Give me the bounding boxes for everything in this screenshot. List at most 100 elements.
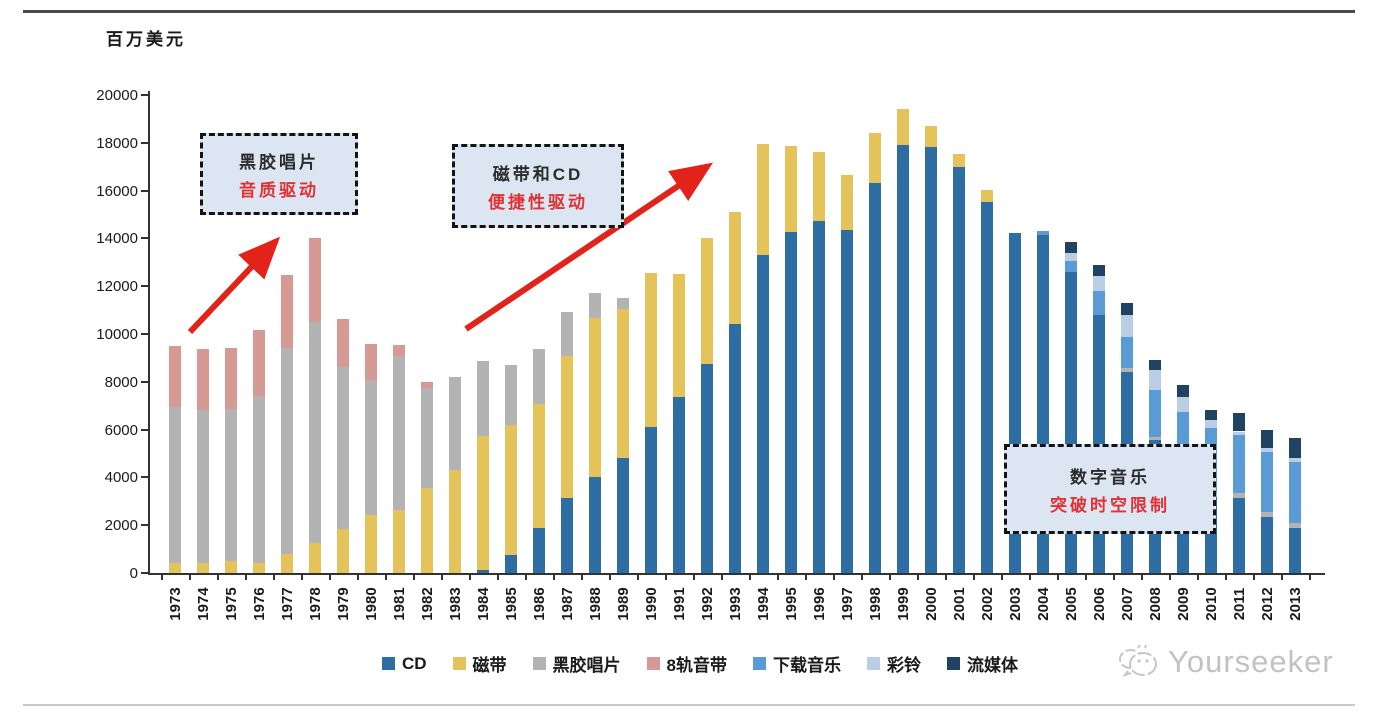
bar-segment-1974-黑胶唱片 bbox=[197, 410, 209, 563]
bar-segment-2006-流媒体 bbox=[1093, 264, 1105, 277]
bar-segment-2007-流媒体 bbox=[1121, 303, 1133, 316]
y-axis-tick bbox=[141, 524, 150, 527]
bottom-divider bbox=[23, 704, 1355, 706]
x-axis-tick bbox=[217, 574, 219, 580]
x-axis-label-1973: 1973 bbox=[167, 587, 184, 621]
watermark: Yourseeker bbox=[1118, 644, 1334, 680]
y-axis-tick bbox=[141, 333, 150, 335]
x-axis-label-1998: 1998 bbox=[867, 587, 884, 621]
bar-segment-1989-CD bbox=[617, 458, 629, 573]
x-axis-tick bbox=[413, 574, 415, 580]
bar-segment-2001-CD bbox=[953, 167, 965, 573]
bar-segment-1987-磁带 bbox=[561, 355, 573, 499]
bar-segment-1999-磁带 bbox=[897, 109, 909, 145]
x-axis-tick bbox=[973, 574, 975, 580]
x-axis-label-1991: 1991 bbox=[671, 587, 688, 621]
y-axis-tick bbox=[141, 141, 150, 144]
bar-segment-1998-磁带 bbox=[869, 132, 881, 183]
x-axis-tick bbox=[1085, 574, 1087, 580]
legend-label: CD bbox=[401, 653, 427, 673]
bar-segment-2011-黑胶唱片 bbox=[1233, 493, 1245, 499]
x-axis-label-2001: 2001 bbox=[951, 587, 968, 621]
legend-swatch bbox=[532, 657, 546, 670]
bar-segment-1983-磁带 bbox=[449, 469, 461, 573]
x-axis-label-2008: 2008 bbox=[1147, 587, 1164, 621]
x-axis-tick bbox=[1225, 574, 1227, 580]
bar-segment-1996-CD bbox=[813, 220, 825, 573]
y-axis-tick bbox=[141, 476, 150, 479]
bar-segment-1979-磁带 bbox=[337, 529, 349, 573]
x-axis-label-1986: 1986 bbox=[531, 587, 548, 621]
y-axis-tick-label: 12000 bbox=[96, 278, 138, 296]
bar-segment-2011-CD bbox=[1233, 498, 1245, 573]
bar-segment-2012-CD bbox=[1261, 516, 1273, 573]
top-divider bbox=[23, 10, 1355, 13]
x-axis-label-1981: 1981 bbox=[391, 587, 408, 621]
bar-segment-1985-黑胶唱片 bbox=[505, 365, 517, 426]
legend-swatch bbox=[947, 657, 961, 670]
x-axis-label-1997: 1997 bbox=[839, 587, 856, 621]
legend-item-下载音乐: 下载音乐 bbox=[753, 651, 841, 676]
x-axis-label-1993: 1993 bbox=[727, 587, 744, 621]
x-axis-line bbox=[148, 573, 1325, 575]
y-axis-tick bbox=[141, 189, 150, 192]
bar-segment-1978-黑胶唱片 bbox=[309, 321, 321, 544]
x-axis-tick bbox=[189, 574, 191, 580]
legend-item-黑胶唱片: 黑胶唱片 bbox=[532, 651, 621, 676]
legend-swatch bbox=[452, 657, 466, 670]
bar-segment-2012-黑胶唱片 bbox=[1261, 511, 1273, 517]
y-axis-unit-label: 百万美元 bbox=[106, 30, 186, 49]
legend-label: 彩铃 bbox=[887, 656, 922, 675]
bar-segment-2008-黑胶唱片 bbox=[1149, 436, 1161, 440]
y-axis-tick-label: 20000 bbox=[96, 87, 138, 104]
x-axis-tick bbox=[385, 574, 387, 580]
bar-segment-1982-磁带 bbox=[421, 488, 433, 573]
y-axis-tick-label: 2000 bbox=[104, 517, 138, 535]
x-axis-label-1978: 1978 bbox=[307, 587, 324, 621]
bar-segment-2006-下载音乐 bbox=[1093, 291, 1105, 315]
bar-segment-2007-黑胶唱片 bbox=[1121, 368, 1133, 372]
x-axis-tick bbox=[1197, 574, 1199, 580]
y-axis-tick-label: 6000 bbox=[104, 421, 138, 439]
bar-segment-1982-黑胶唱片 bbox=[421, 388, 433, 489]
x-axis-tick bbox=[525, 574, 527, 580]
bar-segment-2011-彩铃 bbox=[1233, 431, 1245, 435]
x-axis-tick bbox=[1309, 574, 1311, 580]
x-axis-tick bbox=[1253, 574, 1255, 580]
bar-segment-1979-黑胶唱片 bbox=[337, 366, 349, 530]
bar-segment-1976-黑胶唱片 bbox=[253, 395, 265, 563]
bar-segment-1980-8轨音带 bbox=[365, 344, 377, 380]
watermark-text: Yourseeker bbox=[1168, 644, 1334, 679]
legend-swatch bbox=[646, 657, 660, 670]
arrow-vinyl-era bbox=[187, 236, 281, 335]
legend-swatch bbox=[867, 657, 881, 670]
bar-segment-2013-CD bbox=[1289, 528, 1301, 573]
annotation-title: 数字音乐 bbox=[1070, 467, 1150, 487]
bar-segment-1981-磁带 bbox=[393, 509, 405, 573]
x-axis-tick bbox=[1281, 574, 1283, 580]
x-axis-tick bbox=[609, 574, 611, 580]
legend-label: 黑胶唱片 bbox=[552, 656, 621, 675]
bar-segment-1994-磁带 bbox=[757, 143, 769, 256]
legend-label: 下载音乐 bbox=[773, 656, 842, 675]
bar-segment-2008-下载音乐 bbox=[1149, 389, 1161, 437]
x-axis-tick bbox=[721, 574, 723, 580]
bar-segment-1975-8轨音带 bbox=[225, 348, 237, 410]
x-axis-label-1977: 1977 bbox=[279, 587, 296, 621]
x-axis-tick bbox=[833, 574, 835, 580]
bar-segment-1981-黑胶唱片 bbox=[393, 355, 405, 510]
bar-segment-1977-磁带 bbox=[281, 553, 293, 573]
x-axis-tick bbox=[357, 574, 359, 580]
bar-segment-1992-CD bbox=[701, 363, 713, 573]
annotation-subtitle: 音质驱动 bbox=[239, 180, 319, 200]
bar-segment-2008-流媒体 bbox=[1149, 359, 1161, 370]
bar-segment-1987-黑胶唱片 bbox=[561, 311, 573, 356]
x-axis-tick bbox=[917, 574, 919, 580]
bar-segment-2011-下载音乐 bbox=[1233, 434, 1245, 494]
x-axis-label-2006: 2006 bbox=[1091, 587, 1108, 621]
bar-segment-2013-流媒体 bbox=[1289, 438, 1301, 459]
y-axis-tick bbox=[141, 428, 150, 431]
x-axis-label-2013: 2013 bbox=[1287, 587, 1304, 621]
y-axis-tick bbox=[141, 380, 150, 383]
